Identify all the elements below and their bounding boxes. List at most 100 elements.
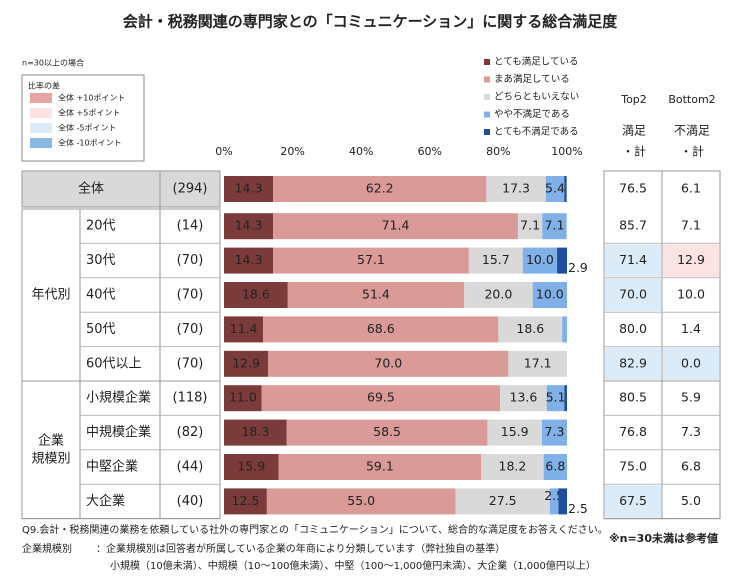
data-label: 20.0: [484, 287, 512, 302]
summary-value: 0.0: [681, 355, 701, 370]
bar-segment: [273, 213, 518, 240]
data-label: 68.6: [367, 321, 395, 336]
bar-segment: [273, 247, 469, 274]
x-tick-label: 0%: [215, 145, 232, 158]
data-label: 14.3: [235, 181, 263, 196]
data-label: 12.5: [232, 493, 260, 508]
summary-value: 85.7: [619, 218, 647, 233]
summary-value: 6.8: [681, 459, 701, 474]
bar-segment: [541, 419, 567, 446]
n-label: (70): [177, 356, 204, 371]
category-label: 50代: [86, 322, 116, 337]
data-label: 13.6: [510, 390, 538, 405]
bar-segment: [486, 176, 546, 202]
bar-segment: [558, 488, 567, 515]
data-label: 57.1: [357, 252, 385, 267]
question: Q9.会計・税務関連の業務を依頼している社外の専門家との「コミュニケーション」に…: [22, 523, 608, 536]
summary-value: 76.8: [619, 424, 647, 439]
n-label: (294): [173, 182, 208, 197]
bar-segment: [468, 247, 523, 274]
n-label: (70): [177, 253, 204, 268]
bar-segment: [562, 316, 567, 343]
category-label: 60代以上: [86, 356, 142, 371]
legend-label: まあ満足している: [494, 74, 570, 85]
legend-swatch: [484, 129, 490, 135]
data-label: 18.6: [516, 321, 544, 336]
bar-segment: [287, 282, 465, 308]
data-label: 2.5: [568, 501, 588, 516]
x-tick-label: 100%: [551, 145, 582, 158]
bar-segment: [557, 247, 567, 274]
bar-segment: [545, 176, 565, 202]
legend-swatch: [484, 111, 490, 118]
legend-swatch: [484, 94, 490, 100]
data-label: 12.9: [232, 355, 260, 370]
data-label: 18.2: [499, 459, 527, 474]
bar-segment: [500, 385, 547, 412]
summary-subheader: ・計: [680, 144, 704, 159]
summary-value: 10.0: [677, 287, 705, 302]
category-label: 中規模企業: [86, 424, 151, 440]
data-label: 69.5: [367, 390, 395, 405]
bar-segment: [224, 488, 267, 515]
bar-segment: [224, 282, 288, 308]
bar-segment: [224, 419, 287, 446]
bar-segment: [266, 488, 456, 515]
size-desc: ：企業規模別は回答者が所属している企業の年商により分類しています（弊社独自の基準…: [96, 542, 505, 555]
data-label: 5.4: [545, 181, 565, 196]
data-label: 11.0: [229, 390, 257, 405]
summary-value: 80.5: [619, 390, 647, 405]
n-label: (70): [177, 322, 204, 337]
bar-segment: [224, 316, 264, 343]
bar-segment: [532, 282, 567, 308]
data-label: 17.1: [524, 355, 552, 370]
n-label: (118): [173, 391, 208, 406]
reference-note: ※n=30未満は参考値: [609, 531, 718, 545]
group-label: 年代別: [31, 288, 70, 303]
summary-value: 82.9: [619, 355, 647, 370]
data-label: 14.3: [235, 218, 263, 233]
bar-segment: [542, 213, 567, 240]
data-label: 10.0: [526, 252, 554, 267]
summary-header: Bottom2: [668, 93, 715, 106]
summary-cell-fill: [605, 347, 661, 380]
category-label: 20代: [86, 219, 116, 234]
data-label: 17.3: [502, 181, 530, 196]
diff-legend-swatch: [30, 138, 52, 148]
n-label: (44): [177, 460, 204, 475]
bar-segment: [517, 213, 543, 240]
legend-label: とても満足している: [494, 57, 578, 68]
diff-legend-label: 全体 +5ポイント: [58, 108, 120, 118]
summary-subheader: 不満足: [674, 124, 710, 138]
bar-segment: [481, 454, 544, 480]
bar-segment: [224, 213, 274, 240]
data-label: 7.3: [545, 424, 565, 439]
data-label: 58.5: [373, 424, 401, 439]
bar-segment: [546, 385, 565, 412]
summary-value: 7.3: [681, 424, 701, 439]
summary-cell-fill: [663, 347, 719, 380]
bar-segment: [508, 350, 567, 377]
data-label: 7.1: [520, 218, 540, 233]
bar-segment: [564, 176, 567, 202]
legend-swatch: [484, 76, 490, 83]
diff-legend-label: 全体 +10ポイント: [58, 93, 125, 103]
summary-cell-fill: [605, 278, 661, 312]
data-label: 15.9: [237, 459, 265, 474]
note: n=30以上の場合: [22, 58, 84, 68]
bar-segment: [543, 454, 567, 480]
bar-segment: [522, 247, 558, 274]
n-label: (14): [177, 219, 204, 234]
summary-cell-fill: [605, 485, 661, 518]
n-label: (70): [177, 288, 204, 303]
data-label: 10.0: [536, 287, 564, 302]
n-label: (82): [177, 425, 204, 440]
bar-segment: [224, 247, 274, 274]
data-label: 70.0: [374, 355, 402, 370]
x-tick-label: 60%: [418, 145, 442, 158]
data-label: 18.3: [241, 424, 269, 439]
summary-value: 70.0: [619, 287, 647, 302]
bar-segment: [564, 385, 567, 412]
summary-value: 75.0: [619, 459, 647, 474]
data-label: 27.5: [489, 493, 517, 508]
